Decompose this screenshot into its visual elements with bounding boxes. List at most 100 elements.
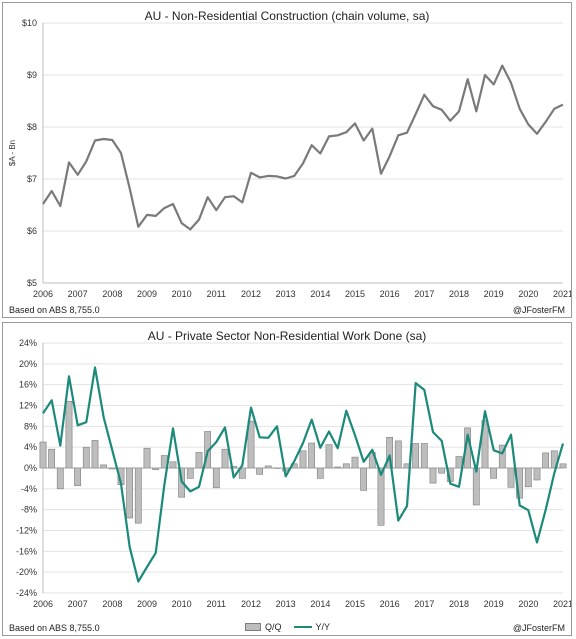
y-tick-label: -8% <box>21 505 37 515</box>
x-tick-label: 2009 <box>137 599 157 609</box>
source-note: Based on ABS 8,755.0 <box>9 623 100 633</box>
y-tick-label: -12% <box>16 526 37 536</box>
x-tick-label: 2007 <box>68 289 88 299</box>
x-tick-label: 2015 <box>345 599 365 609</box>
bar-qq <box>39 441 47 469</box>
x-tick-label: 2016 <box>380 599 400 609</box>
credit-note: @JFosterFM <box>512 305 565 315</box>
bar-qq <box>74 467 81 487</box>
x-tick-label: 2010 <box>172 599 192 609</box>
chart-panel-construction: $5 $6 $7 $8 $9 $10 2006 2007 2008 2009 2010 2011 201… <box>2 2 572 318</box>
x-tick-label: 2006 <box>33 599 53 609</box>
bar-qq <box>48 448 55 469</box>
x-tick-label: 2021 <box>553 289 571 299</box>
x-tick-label: 2014 <box>310 289 330 299</box>
bar-qq <box>143 447 151 469</box>
bar-qq <box>186 467 194 479</box>
bar-qq <box>325 444 333 469</box>
y-tick-label: $10 <box>22 18 37 28</box>
x-tick-label: 2019 <box>484 289 504 299</box>
x-tick-label: 2010 <box>172 289 192 299</box>
bar-qq <box>412 443 419 469</box>
x-tick-label: 2020 <box>518 599 538 609</box>
chart-title: AU - Private Sector Non-Residential Work… <box>147 329 427 343</box>
bar-qq <box>455 456 463 469</box>
bar-qq <box>169 461 177 469</box>
bar-qq <box>429 467 437 484</box>
x-tick-label: 2016 <box>380 289 400 299</box>
bar-qq <box>56 467 64 490</box>
chart-title: AU - Non-Residential Construction (chain… <box>144 9 430 23</box>
bar-qq <box>490 467 497 479</box>
y-tick-label: -16% <box>16 546 37 556</box>
bar-qq <box>212 467 220 489</box>
y-tick-label: $7 <box>27 174 37 184</box>
x-tick-label: 2020 <box>518 289 538 299</box>
bar-qq <box>134 467 142 524</box>
bar-qq <box>221 448 229 469</box>
bar-qq <box>91 440 99 469</box>
x-tick-label: 2013 <box>276 289 296 299</box>
series-line-yy <box>42 366 565 583</box>
legend-label-qq: Q/Q <box>265 622 282 632</box>
bar-qq <box>559 463 567 469</box>
bar-qq <box>65 401 73 469</box>
x-tick-label: 2017 <box>414 599 434 609</box>
x-tick-label: 2012 <box>241 289 261 299</box>
y-tick-label: 20% <box>19 359 37 369</box>
bar-qq <box>438 467 445 474</box>
legend: Q/Q Y/Y <box>245 622 330 632</box>
y-tick-label: 12% <box>19 401 37 411</box>
x-tick-label: 2019 <box>484 599 504 609</box>
legend-label-yy: Y/Y <box>315 622 331 632</box>
y-tick-label: $9 <box>27 70 37 80</box>
x-tick-label: 2008 <box>102 599 122 609</box>
bar-qq <box>524 467 532 488</box>
x-tick-label: 2017 <box>414 289 434 299</box>
series-line <box>42 64 564 231</box>
y-axis-label: $A - Bn <box>8 140 17 166</box>
chart-construction-plot: $5 $6 $7 $8 $9 $10 2006 2007 2008 2009 2010 2011 201… <box>8 18 571 299</box>
y-tick-label: -4% <box>21 484 37 494</box>
bar-qq <box>542 452 549 469</box>
chart-work-done-plot: -24% -20% -16% -12% -8% -4% 0% 4% 8% 12% 16% 20% 24%… <box>16 338 571 609</box>
x-tick-label: 2011 <box>207 599 226 609</box>
bar-qq <box>420 443 428 469</box>
x-tick-label: 2018 <box>449 289 469 299</box>
y-tick-label: $8 <box>27 122 37 132</box>
chart-panel-work-done: -24% -20% -16% -12% -8% -4% 0% 4% 8% 12% 16% 20% 24%… <box>2 322 572 636</box>
x-tick-label: 2018 <box>449 599 469 609</box>
credit-note: @JFosterFM <box>512 623 565 633</box>
x-tick-label: 2006 <box>33 289 53 299</box>
bar-qq <box>394 440 402 469</box>
x-tick-label: 2007 <box>68 599 88 609</box>
y-tick-label: $5 <box>27 278 37 288</box>
x-tick-label: 2011 <box>207 289 226 299</box>
y-tick-label: 4% <box>24 442 37 452</box>
bar-qq <box>351 456 359 469</box>
bar-qq <box>342 463 350 469</box>
legend-swatch-yy <box>293 626 312 628</box>
y-tick-label: -20% <box>16 567 37 577</box>
y-tick-label: -24% <box>16 588 37 598</box>
y-tick-label: 24% <box>19 338 37 348</box>
bar-qq <box>308 442 315 469</box>
bar-qq <box>507 467 515 488</box>
bar-qq <box>472 467 480 506</box>
x-tick-label: 2008 <box>102 289 122 299</box>
bar-qq <box>195 452 203 469</box>
x-tick-label: 2009 <box>137 289 157 299</box>
y-tick-label: 8% <box>24 421 37 431</box>
bar-qq <box>256 467 263 475</box>
y-tick-label: 16% <box>19 380 37 390</box>
x-tick-label: 2012 <box>241 599 261 609</box>
bar-qq <box>299 450 307 469</box>
x-tick-label: 2015 <box>345 289 365 299</box>
y-tick-label: 0% <box>24 463 37 473</box>
bar-qq <box>126 467 133 519</box>
legend-swatch-qq <box>245 623 261 631</box>
bar-qq <box>82 446 90 469</box>
bar-qq <box>316 467 324 479</box>
x-tick-label: 2013 <box>276 599 296 609</box>
bar-qq <box>377 467 385 526</box>
